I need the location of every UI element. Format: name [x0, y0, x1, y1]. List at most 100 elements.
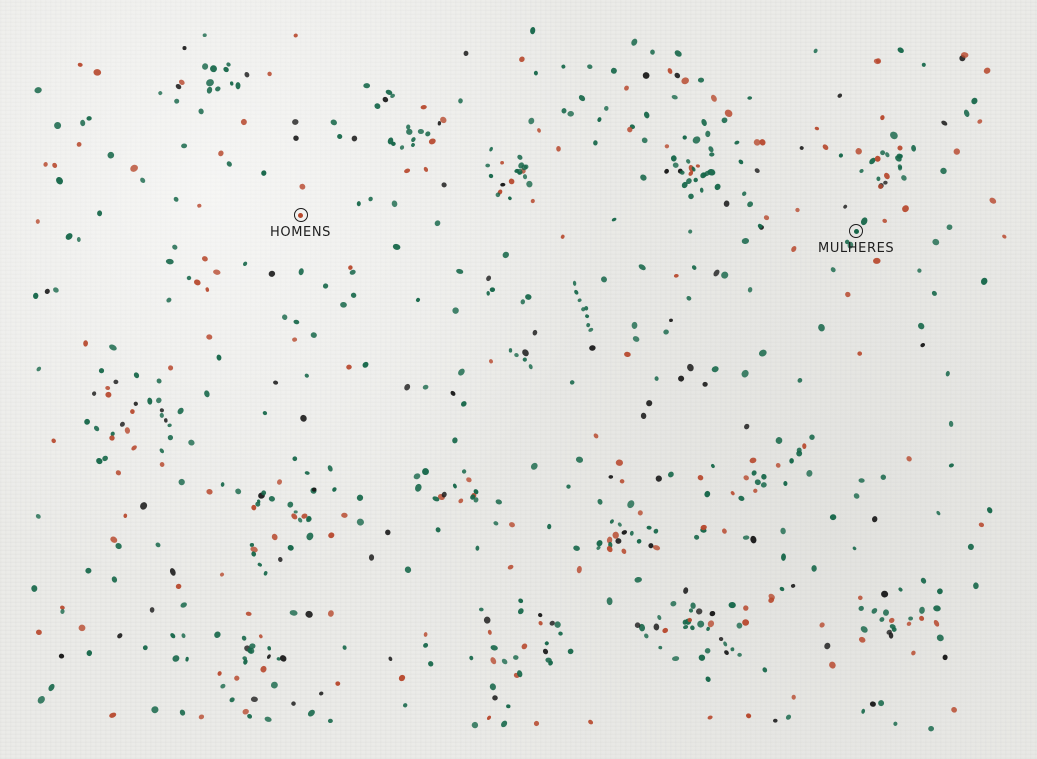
paint-dot: [953, 148, 961, 155]
paint-dot: [549, 620, 555, 626]
paint-dot: [526, 180, 533, 188]
paint-dot: [220, 482, 225, 487]
paint-dot: [206, 86, 213, 94]
paint-dot: [983, 67, 991, 74]
paint-dot: [898, 154, 903, 159]
paint-dot: [688, 193, 694, 200]
paint-dot: [268, 496, 275, 502]
paint-dot: [368, 554, 375, 561]
green-center-dot: [853, 228, 859, 234]
paint-dot: [604, 105, 609, 111]
paint-dot: [978, 522, 985, 528]
paint-dot: [760, 482, 767, 488]
paint-dot: [683, 587, 689, 594]
paint-dot: [202, 63, 209, 70]
paint-dot: [425, 131, 431, 137]
paint-dot: [35, 514, 41, 519]
paint-dot: [293, 33, 298, 38]
paint-dot: [226, 161, 232, 167]
paint-dot: [857, 351, 863, 356]
paint-dot: [668, 471, 674, 478]
paint-dot: [33, 292, 39, 300]
paint-dot: [458, 498, 464, 504]
paint-dot: [440, 116, 447, 124]
paint-dot: [461, 469, 467, 474]
paint-dot: [883, 180, 888, 185]
paint-dot: [933, 605, 941, 612]
paint-dot: [586, 323, 591, 328]
paint-dot: [147, 397, 153, 405]
paint-dot: [780, 527, 786, 535]
paint-dot: [707, 620, 715, 628]
paint-dot: [631, 38, 638, 46]
paint-dot: [267, 71, 272, 77]
paint-dot: [809, 434, 815, 440]
paint-dot: [880, 150, 886, 156]
paint-dot: [428, 138, 436, 145]
paint-dot: [53, 287, 59, 293]
paint-dot: [423, 642, 429, 648]
paint-dot: [860, 217, 868, 226]
paint-dot: [690, 625, 695, 631]
paint-dot: [931, 290, 937, 296]
paint-dot: [307, 709, 315, 717]
paint-dot: [109, 435, 115, 441]
paint-dot: [928, 726, 935, 732]
paint-dot: [704, 648, 711, 654]
red-center-dot: [298, 212, 303, 218]
paint-dot: [937, 588, 943, 595]
paint-dot: [485, 163, 491, 168]
paint-dot: [791, 246, 797, 252]
paint-dot: [432, 496, 440, 502]
paint-dot: [174, 98, 180, 104]
paint-dot: [423, 632, 428, 637]
paint-dot: [528, 364, 533, 370]
paint-dot: [452, 307, 459, 314]
paint-dot: [240, 118, 247, 126]
paint-dot: [554, 621, 561, 628]
paint-dot: [617, 522, 622, 527]
paint-dot: [404, 383, 411, 391]
paint-dot: [759, 139, 766, 146]
paint-dot: [606, 546, 613, 553]
paint-dot: [638, 623, 646, 632]
paint-dot: [149, 607, 155, 613]
paint-dot: [356, 494, 364, 501]
paint-dot: [518, 598, 524, 604]
paint-dot: [742, 619, 750, 626]
paint-dot: [783, 480, 788, 487]
paint-dot: [697, 620, 705, 628]
paint-dot: [648, 543, 654, 549]
paint-dot: [694, 534, 700, 540]
paint-dot: [342, 645, 347, 650]
paint-dot: [229, 81, 234, 86]
paint-dot: [722, 528, 727, 534]
paint-dot: [165, 258, 174, 265]
paint-dot: [335, 681, 341, 686]
paint-dot: [466, 477, 472, 483]
paint-dot: [663, 329, 669, 335]
paint-dot: [936, 510, 941, 516]
paint-dot: [697, 77, 705, 83]
paint-dot: [686, 178, 692, 185]
paint-dot: [847, 241, 854, 249]
paint-dot: [567, 111, 574, 117]
paint-dot: [260, 665, 267, 673]
paint-dot: [105, 391, 112, 398]
paint-dot: [646, 400, 653, 407]
paint-dot: [679, 170, 685, 175]
paint-dot: [356, 518, 364, 526]
paint-dot: [351, 135, 358, 142]
paint-dot: [115, 543, 122, 550]
paint-dot: [724, 650, 729, 655]
mulheres-label: MULHERES: [818, 241, 895, 256]
paint-dot: [500, 182, 506, 187]
paint-dot: [650, 49, 655, 55]
paint-dot: [495, 192, 501, 198]
paint-dot: [799, 146, 804, 150]
paint-dot: [322, 283, 329, 289]
paint-dot: [875, 58, 882, 64]
paint-dot: [486, 290, 490, 296]
paint-dot: [728, 602, 736, 609]
